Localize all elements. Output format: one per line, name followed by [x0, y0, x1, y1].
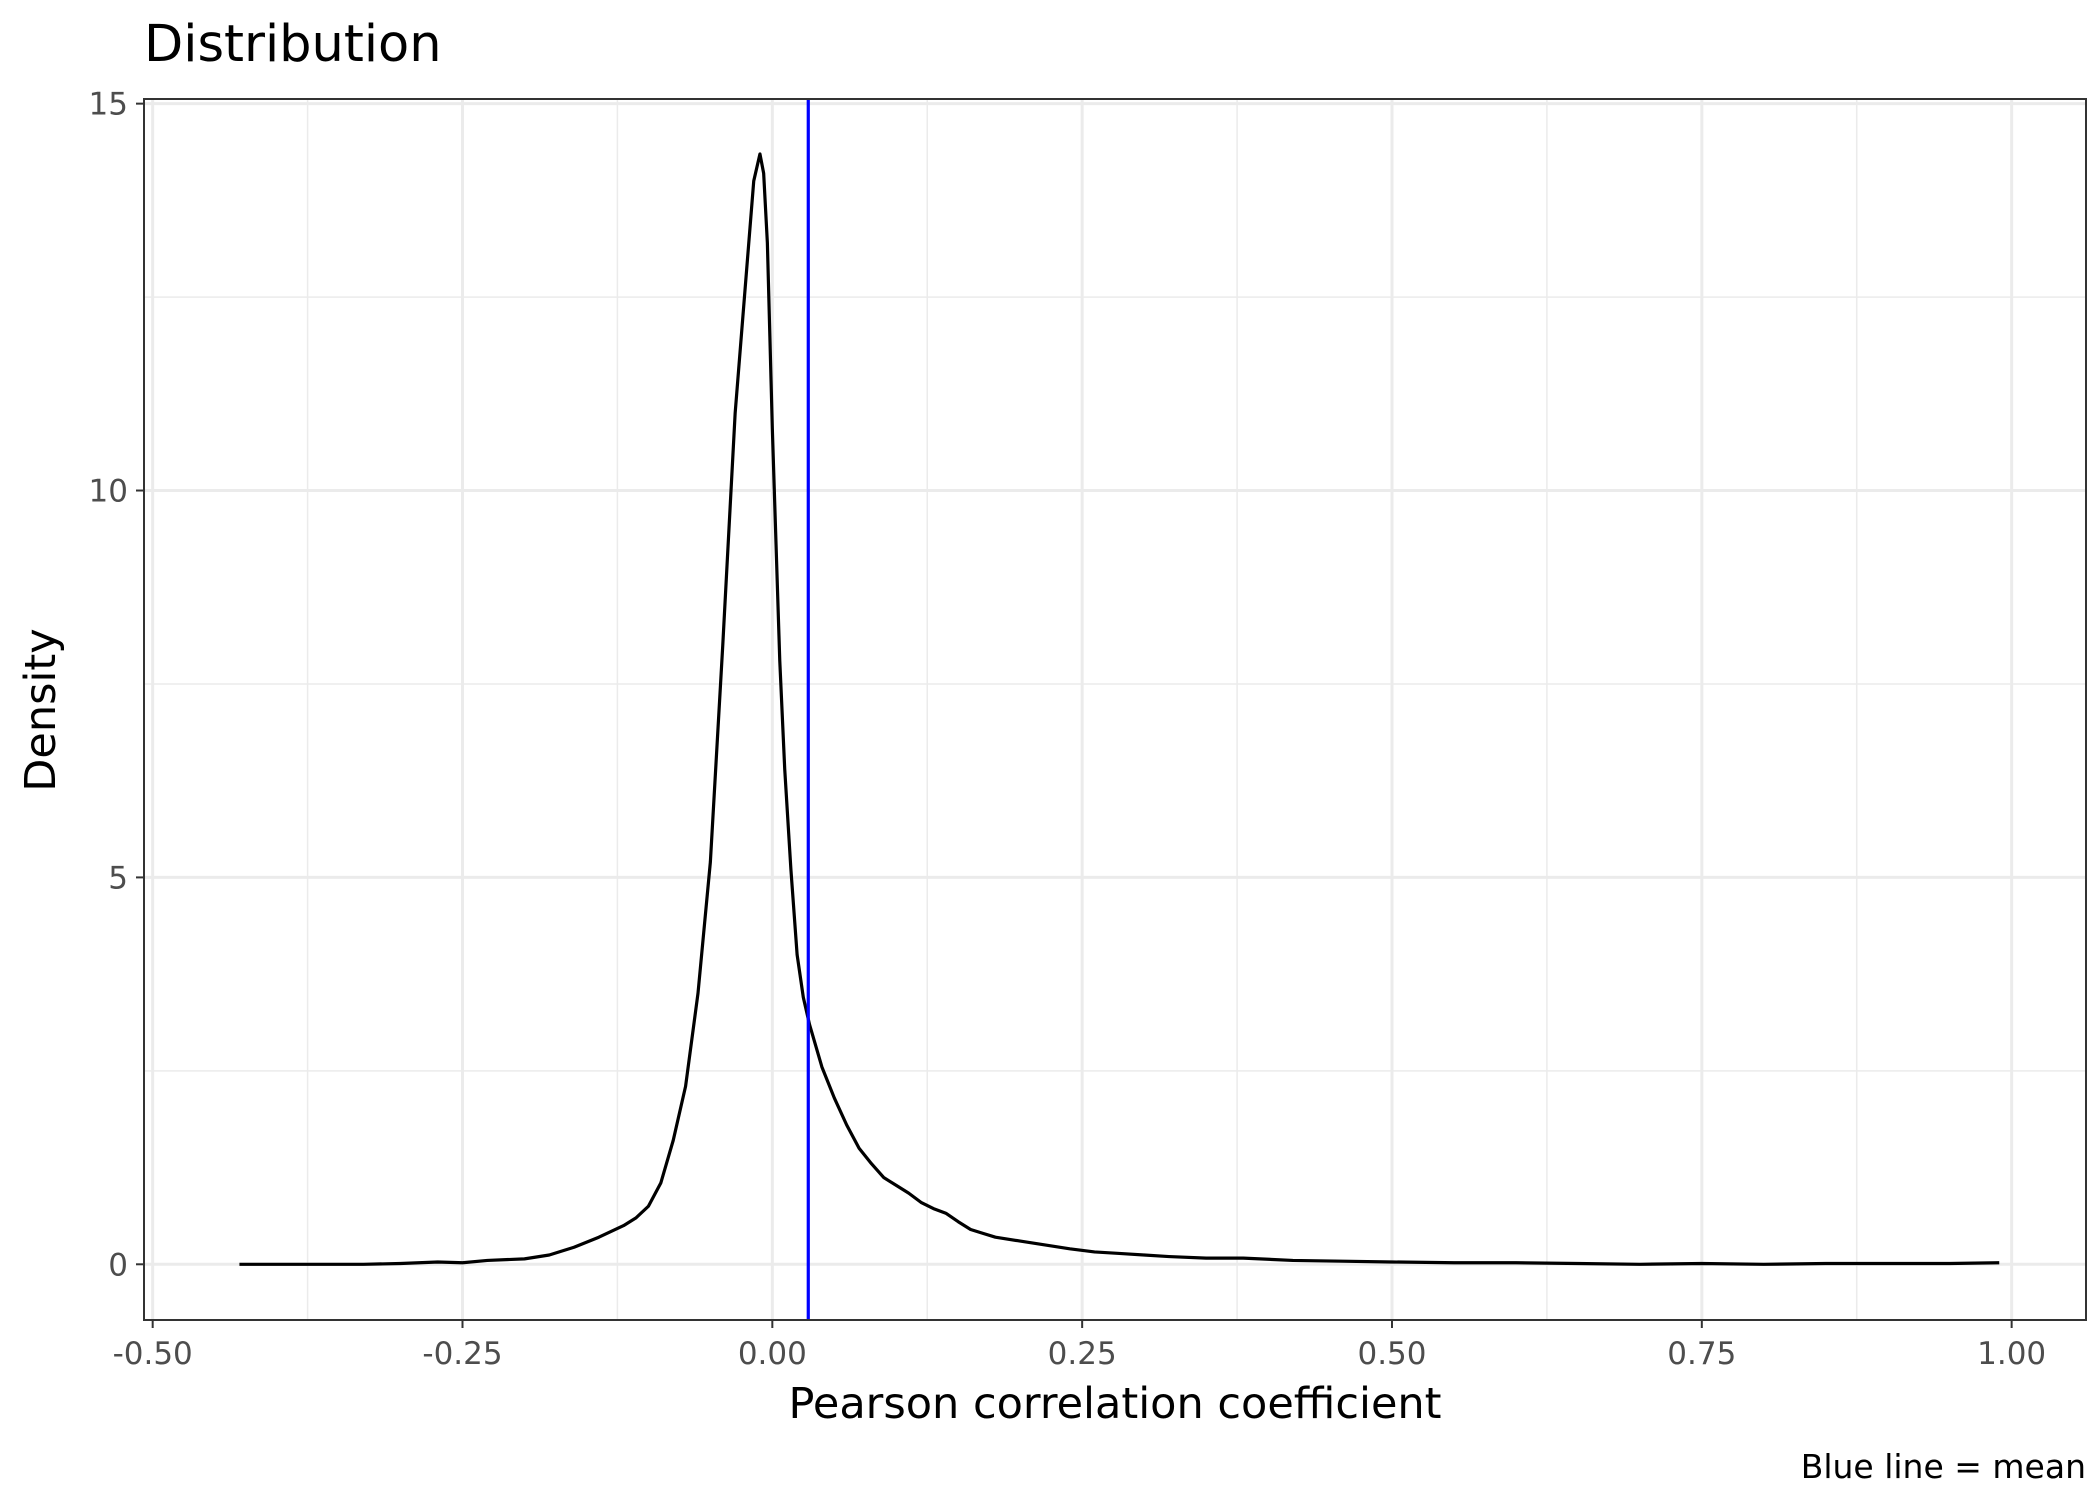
- x-tick-label: -0.50: [113, 1336, 193, 1372]
- x-tick-label: 1.00: [1977, 1336, 2046, 1372]
- x-tick-label: 0.50: [1357, 1336, 1426, 1372]
- y-tick-label: 15: [89, 87, 128, 123]
- y-tick-label: 0: [108, 1247, 128, 1283]
- x-tick-label: 0.75: [1667, 1336, 1736, 1372]
- plot-panel-border: [143, 98, 2087, 1321]
- caption: Blue line = mean: [1801, 1447, 2086, 1486]
- density-curve: [239, 152, 2000, 1266]
- y-axis-ticks: 0 5 10 15: [89, 87, 144, 1283]
- x-tick-label: 0.25: [1048, 1336, 1117, 1372]
- y-tick-label: 10: [89, 474, 128, 510]
- plot-panel: [144, 99, 2086, 1320]
- x-axis-ticks: -0.50 -0.25 0.00 0.25 0.50 0.75 1.00: [113, 1320, 2046, 1372]
- y-axis-title: Density: [16, 628, 66, 791]
- major-gridlines: [144, 99, 2086, 1320]
- x-tick-label: 0.00: [738, 1336, 807, 1372]
- y-tick-label: 5: [108, 860, 128, 896]
- x-axis-title: Pearson correlation coefficient: [788, 1379, 1441, 1429]
- chart-title: Distribution: [144, 15, 442, 74]
- x-tick-label: -0.25: [422, 1336, 502, 1372]
- minor-gridlines: [144, 99, 2086, 1320]
